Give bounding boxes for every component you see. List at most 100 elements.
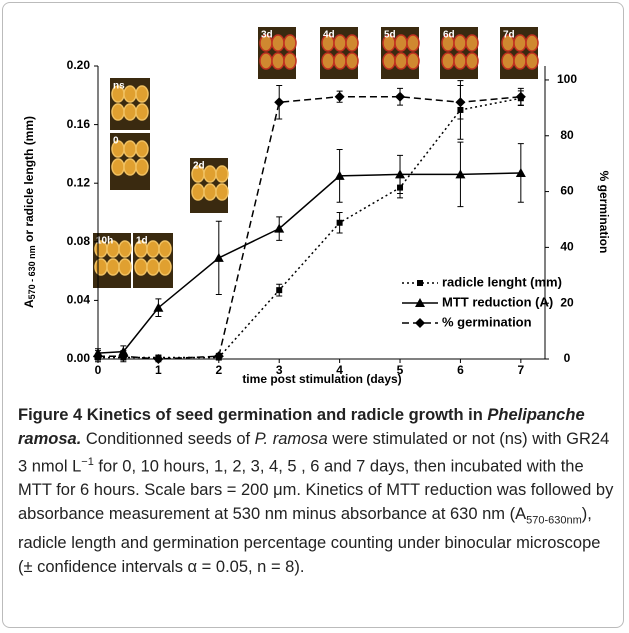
seed	[124, 104, 136, 120]
seed	[346, 53, 358, 69]
y-label-part: 570 - 630 nm	[27, 245, 37, 299]
x-tick-label: 2	[215, 363, 222, 377]
x-tick-label: 3	[276, 363, 283, 377]
marker	[118, 351, 128, 361]
photo-label: 7d	[503, 30, 515, 41]
seed	[159, 259, 171, 275]
y-tick-label: 0.12	[67, 175, 91, 189]
photo-label: 3d	[261, 30, 273, 41]
marker	[274, 97, 284, 107]
caption-text: Conditionned seeds of	[81, 430, 254, 448]
y2-tick-label: 80	[560, 128, 574, 142]
seed	[136, 86, 148, 102]
photo-label: 5d	[384, 30, 396, 41]
seed	[136, 159, 148, 175]
seed	[407, 53, 419, 69]
seed	[514, 35, 526, 51]
caption-text: for 0, 10 hours, 1, 2, 3, 4, 5 , 6 and 7…	[18, 458, 613, 523]
x-tick-label: 7	[517, 363, 524, 377]
marker	[455, 97, 465, 107]
seed	[119, 241, 131, 257]
seed	[136, 104, 148, 120]
seed	[147, 259, 159, 275]
photo-label: 4d	[323, 30, 335, 41]
seed	[407, 35, 419, 51]
marker	[214, 253, 224, 262]
y2-tick-label: 60	[560, 184, 574, 198]
y2-tick-label: 0	[564, 351, 571, 365]
page: A570 - 630 nm or radicle length (mm) tim…	[0, 0, 629, 633]
photo-label: ns	[113, 81, 125, 92]
caption: Figure 4 Kinetics of seed germination an…	[18, 404, 618, 579]
seed	[135, 259, 147, 275]
seed	[124, 159, 136, 175]
y-label-part: or radicle length (mm)	[22, 116, 36, 245]
y-axis-label: A570 - 630 nm or radicle length (mm)	[22, 116, 37, 308]
seed	[284, 53, 296, 69]
seed	[107, 259, 119, 275]
caption-text: −1	[81, 456, 94, 468]
x-tick-label: 1	[155, 363, 162, 377]
y2-tick-label: 20	[560, 295, 574, 309]
y2-tick-label: 40	[560, 240, 574, 254]
seed	[334, 35, 346, 51]
seed	[112, 159, 124, 175]
seed	[216, 184, 228, 200]
seed	[526, 35, 538, 51]
chart: A570 - 630 nm or radicle length (mm) tim…	[0, 0, 629, 400]
photo-label: 6d	[443, 30, 455, 41]
y-tick-label: 0.08	[67, 234, 91, 248]
y-tick-label: 0.20	[67, 58, 91, 72]
seed	[260, 53, 272, 69]
y-tick-label: 0.00	[67, 351, 91, 365]
seed	[204, 184, 216, 200]
seed	[466, 35, 478, 51]
x-tick-label: 6	[457, 363, 464, 377]
caption-text: Figure 4 Kinetics of seed germination an…	[18, 406, 487, 424]
x-axis-label: time post stimulation (days)	[242, 372, 401, 386]
seed	[395, 35, 407, 51]
seed	[159, 241, 171, 257]
seed	[514, 53, 526, 69]
photo-label: 10h	[96, 236, 113, 247]
y-tick-label: 0.16	[67, 117, 91, 131]
seed	[112, 104, 124, 120]
photo-label: 1d	[136, 236, 148, 247]
seed	[454, 35, 466, 51]
seed	[124, 141, 136, 157]
marker	[395, 92, 405, 102]
y2-axis-label: % germination	[597, 171, 611, 254]
x-tick-label: 5	[397, 363, 404, 377]
seed	[95, 259, 107, 275]
x-tick-label: 0	[95, 363, 102, 377]
seed	[334, 53, 346, 69]
seed	[395, 53, 407, 69]
caption-text: P. ramosa	[255, 430, 328, 448]
seed	[192, 184, 204, 200]
seed	[272, 53, 284, 69]
legend-label: MTT reduction (A)	[442, 294, 553, 309]
marker	[417, 280, 423, 286]
x-tick-label: 4	[336, 363, 343, 377]
seed	[216, 166, 228, 182]
photo-label: 0	[113, 136, 119, 147]
seed	[346, 35, 358, 51]
marker	[415, 318, 425, 328]
seed	[147, 241, 159, 257]
seed	[322, 53, 334, 69]
marker	[335, 92, 345, 102]
seed	[136, 141, 148, 157]
seed	[124, 86, 136, 102]
seed	[119, 259, 131, 275]
seed	[383, 53, 395, 69]
caption-text: 570-630nm	[526, 514, 582, 526]
seed	[272, 35, 284, 51]
seed	[502, 53, 514, 69]
legend-label: radicle lenght (mm)	[442, 274, 562, 289]
seed	[526, 53, 538, 69]
y-label-part: A	[22, 299, 36, 308]
marker	[276, 287, 282, 293]
y2-tick-label: 100	[557, 72, 577, 86]
photo-label: 2d	[193, 161, 205, 172]
y-tick-label: 0.04	[67, 293, 91, 307]
